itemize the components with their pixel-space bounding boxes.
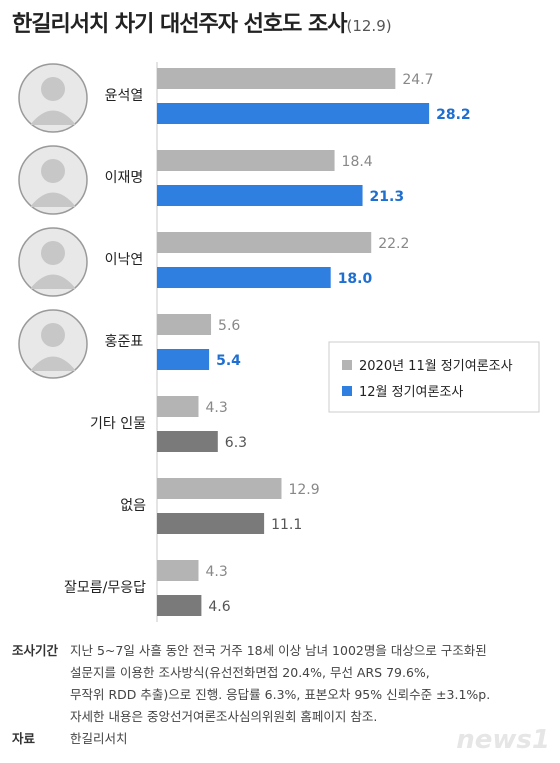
bar-chart: 윤석열 24.7 28.2 이재명 18.4 21.3 이낙연 22.2 18.0 홍준표 5.6 5… bbox=[18, 62, 540, 622]
method-line-3: 무작위 RDD 추출)으로 진행. 응답률 6.3%, 표본오차 95% 신뢰수… bbox=[70, 687, 491, 702]
value-label-dec: 5.4 bbox=[216, 353, 241, 369]
title-main: 한길리서치 차기 대선주자 선호도 조사 bbox=[12, 12, 347, 37]
bar-dec bbox=[157, 185, 363, 206]
bar-dec bbox=[157, 267, 331, 288]
legend-swatch-nov bbox=[342, 360, 352, 370]
bar-nov bbox=[157, 396, 199, 417]
source-label: 자료 bbox=[12, 731, 36, 746]
value-label-nov: 12.9 bbox=[288, 482, 319, 498]
photo-head-shape bbox=[41, 77, 65, 101]
photo-body-shape bbox=[30, 356, 76, 371]
category-label: 홍준표 bbox=[105, 334, 144, 350]
category-label: 이재명 bbox=[105, 170, 144, 186]
source-row: 자료 한길리서치 bbox=[12, 728, 552, 750]
survey-notes: 조사기간 지난 5~7일 사흘 동안 전국 거주 18세 이상 남녀 1002명… bbox=[12, 640, 552, 750]
photo-body-shape bbox=[30, 192, 76, 207]
value-label-dec: 11.1 bbox=[271, 517, 302, 533]
value-label-nov: 18.4 bbox=[342, 154, 373, 170]
value-label-dec: 21.3 bbox=[370, 189, 405, 205]
value-label-dec: 18.0 bbox=[338, 271, 373, 287]
photo-head-shape bbox=[41, 323, 65, 347]
bar-dec bbox=[157, 431, 218, 452]
title-date: (12.9) bbox=[346, 17, 392, 35]
method-line-2: 설문지를 이용한 조사방식(유선전화면접 20.4%, 무선 ARS 79.6%… bbox=[70, 665, 430, 680]
photo-head-shape bbox=[41, 241, 65, 265]
source-text: 한길리서치 bbox=[70, 731, 128, 746]
category-label: 잘모름/무응답 bbox=[64, 580, 146, 596]
value-label-dec: 4.6 bbox=[208, 599, 230, 615]
category-label: 윤석열 bbox=[105, 88, 144, 104]
bar-nov bbox=[157, 478, 282, 499]
value-label-nov: 22.2 bbox=[378, 236, 409, 252]
chart-title: 한길리서치 차기 대선주자 선호도 조사(12.9) bbox=[12, 6, 392, 38]
legend-box bbox=[328, 341, 540, 413]
photo-head-shape bbox=[41, 159, 65, 183]
bar-dec bbox=[157, 513, 265, 534]
value-label-dec: 6.3 bbox=[225, 435, 247, 451]
photo-body-shape bbox=[30, 110, 76, 125]
bar-nov bbox=[157, 232, 372, 253]
bar-dec bbox=[157, 103, 430, 124]
value-label-nov: 4.3 bbox=[205, 400, 227, 416]
legend-label-dec: 12월 정기여론조사 bbox=[359, 385, 463, 400]
value-label-nov: 4.3 bbox=[205, 564, 227, 580]
bar-nov bbox=[157, 560, 199, 581]
category-label: 기타 인물 bbox=[90, 416, 146, 432]
category-label: 이낙연 bbox=[105, 252, 144, 268]
method-line-1: 지난 5~7일 사흘 동안 전국 거주 18세 이상 남녀 1002명을 대상으… bbox=[70, 643, 487, 658]
method-row: 조사기간 지난 5~7일 사흘 동안 전국 거주 18세 이상 남녀 1002명… bbox=[12, 640, 552, 662]
value-label-dec: 28.2 bbox=[436, 107, 471, 123]
photo-body-shape bbox=[30, 274, 76, 289]
legend-label-nov: 2020년 11월 정기여론조사 bbox=[359, 359, 513, 374]
bar-dec bbox=[157, 349, 210, 370]
value-label-nov: 5.6 bbox=[218, 318, 240, 334]
category-label: 없음 bbox=[120, 498, 146, 514]
bar-nov bbox=[157, 68, 396, 89]
bar-nov bbox=[157, 150, 335, 171]
bar-nov bbox=[157, 314, 212, 335]
value-label-nov: 24.7 bbox=[402, 72, 433, 88]
method-label: 조사기간 bbox=[12, 643, 59, 658]
legend-swatch-dec bbox=[342, 386, 352, 396]
method-line-4: 자세한 내용은 중앙선거여론조사심의위원회 홈페이지 참조. bbox=[70, 709, 378, 724]
bar-dec bbox=[157, 595, 202, 616]
news1-logo: news1 bbox=[456, 725, 550, 755]
